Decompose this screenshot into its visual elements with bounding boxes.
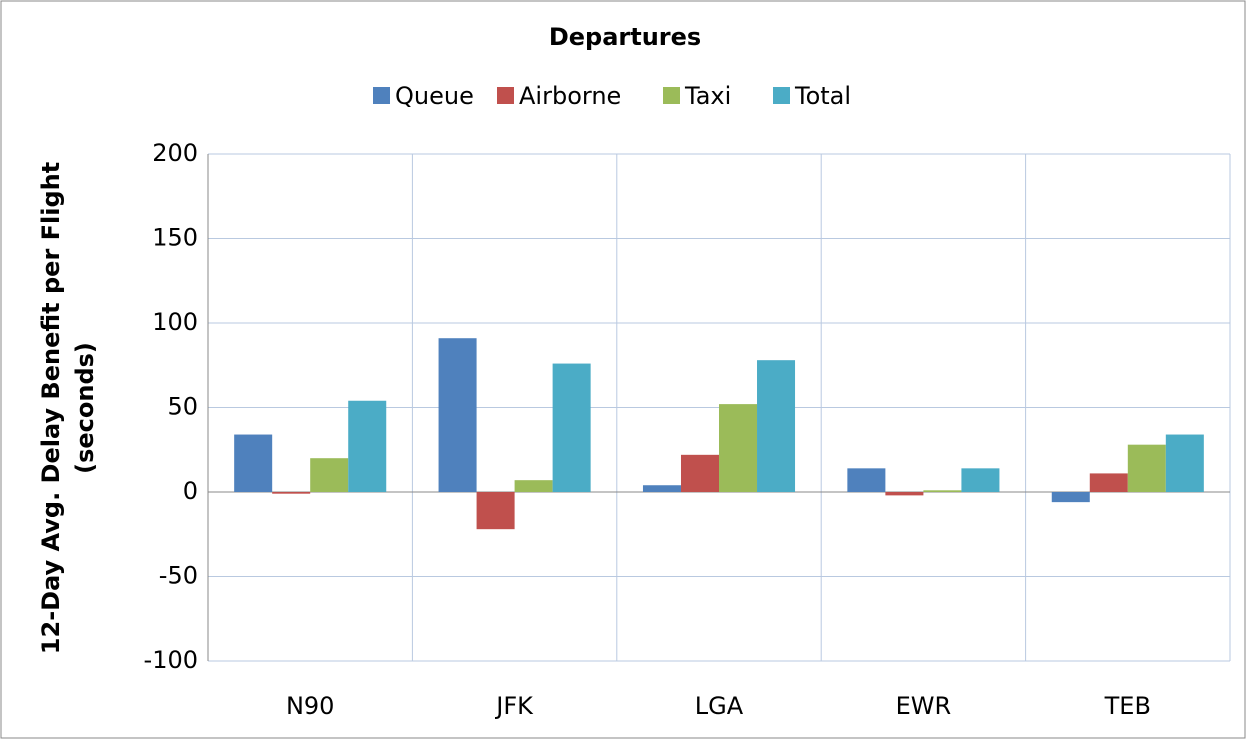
legend-swatch <box>373 87 390 104</box>
legend-swatch <box>773 87 790 104</box>
y-axis-title-line: (seconds) <box>71 342 99 474</box>
y-tick-label: 50 <box>167 393 198 421</box>
bar <box>885 492 924 496</box>
y-tick-label: -50 <box>159 562 198 590</box>
y-tick-label: 150 <box>152 224 198 252</box>
legend-label: Total <box>794 82 851 110</box>
bar <box>1051 492 1090 503</box>
bar <box>552 363 591 492</box>
bar <box>438 338 477 492</box>
bar <box>961 468 1000 492</box>
legend-swatch <box>497 87 514 104</box>
bar <box>310 458 349 492</box>
x-tick-label: JFK <box>494 692 534 720</box>
legend-label: Airborne <box>519 82 621 110</box>
legend-swatch <box>663 87 680 104</box>
legend-label: Queue <box>395 82 474 110</box>
x-tick-label: LGA <box>695 692 744 720</box>
bar <box>272 492 311 494</box>
bar <box>642 485 681 492</box>
bar <box>348 400 387 492</box>
bar <box>1089 473 1128 492</box>
bar <box>476 492 515 530</box>
y-tick-label: 200 <box>152 139 198 167</box>
bar <box>514 480 553 492</box>
x-tick-label: EWR <box>896 692 952 720</box>
y-tick-label: 0 <box>183 477 198 505</box>
bar <box>719 404 758 492</box>
bar <box>757 360 796 492</box>
y-axis-title-line: 12-Day Avg. Delay Benefit per Flight <box>37 162 65 654</box>
bar <box>847 468 886 492</box>
x-tick-label: N90 <box>286 692 335 720</box>
bar <box>680 454 719 492</box>
bar <box>1165 434 1204 492</box>
bar <box>923 490 962 492</box>
y-tick-label: -100 <box>144 646 198 674</box>
bar <box>234 434 273 492</box>
y-tick-label: 100 <box>152 308 198 336</box>
chart-title: Departures <box>549 23 701 51</box>
bar <box>1127 444 1166 492</box>
x-tick-label: TEB <box>1104 692 1151 720</box>
legend-label: Taxi <box>684 82 731 110</box>
y-axis-title: 12-Day Avg. Delay Benefit per Flight (se… <box>37 162 99 654</box>
